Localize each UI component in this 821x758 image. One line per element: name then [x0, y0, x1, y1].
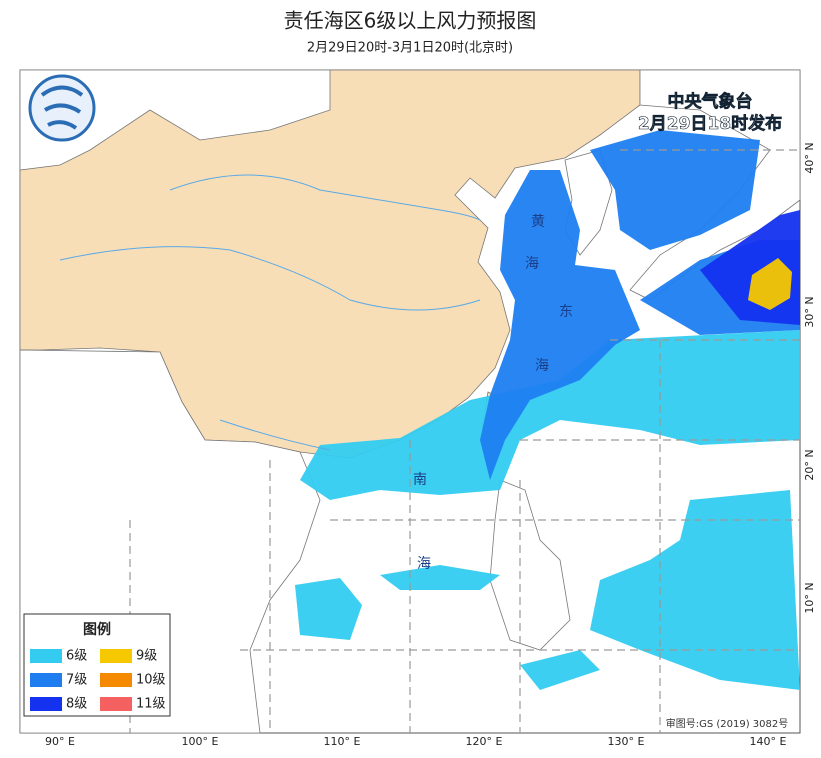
legend-swatch [100, 697, 132, 711]
legend-swatch [100, 649, 132, 663]
legend-label: 11级 [136, 697, 166, 712]
longitude-label: 100° E [182, 735, 219, 748]
agency: 中央气象台 [668, 91, 753, 112]
legend-label: 7级 [66, 673, 87, 688]
subtitle: 2月29日20时-3月1日20时(北京时) [307, 41, 513, 56]
legend-swatch [30, 649, 62, 663]
wind-area [480, 170, 640, 480]
logo [28, 74, 96, 142]
latitude-label: 20° N [803, 449, 816, 480]
legend-label: 6级 [66, 649, 87, 664]
legend-swatch [100, 673, 132, 687]
wind-areas [295, 130, 800, 690]
legend-swatch [30, 697, 62, 711]
legend-swatch [30, 673, 62, 687]
title: 责任海区6级以上风力预报图 [284, 9, 537, 33]
sea-label: 海 [417, 556, 431, 572]
legend-title: 图例 [83, 621, 111, 638]
issue-time: 2月29日18时发布 [638, 113, 782, 134]
legend-label: 9级 [136, 649, 157, 664]
longitude-label: 110° E [324, 735, 361, 748]
longitude-label: 130° E [608, 735, 645, 748]
sea-label: 东 [559, 304, 573, 320]
sea-label: 海 [525, 256, 539, 272]
wind-area [520, 650, 600, 690]
latitude-label: 30° N [803, 296, 816, 327]
wind-area [300, 330, 800, 500]
rivers [59, 174, 481, 451]
legend-label: 8级 [66, 697, 87, 712]
longitude-label: 120° E [466, 735, 503, 748]
legend-label: 10级 [136, 673, 166, 688]
latitude-label: 10° N [803, 582, 816, 613]
approval-number: 审图号:GS (2019) 3082号 [666, 717, 789, 730]
longitude-label: 90° E [45, 735, 75, 748]
sea-label: 南 [413, 472, 427, 488]
wind-area [590, 130, 760, 250]
sea-label: 黄 [531, 213, 545, 230]
wind-area [748, 258, 792, 310]
longitude-label: 140° E [750, 735, 787, 748]
legend: 图例 6级 9级 7级 10级 8级 11级 [23, 613, 171, 717]
legend-box [23, 613, 171, 717]
latitude-label: 40° N [803, 142, 816, 173]
wind-area [295, 578, 362, 640]
sea-label: 海 [535, 358, 549, 374]
wind-area [590, 490, 800, 690]
